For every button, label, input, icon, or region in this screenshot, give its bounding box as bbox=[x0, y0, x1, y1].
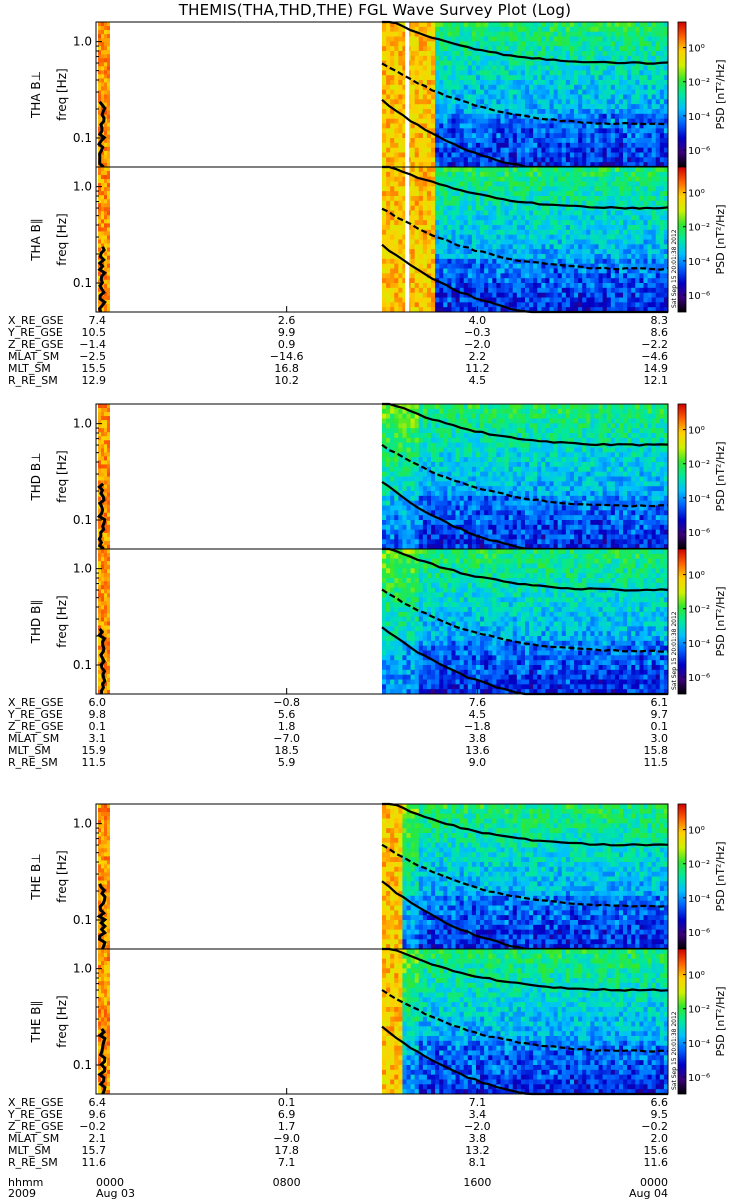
freq-axis-label: freq [Hz] bbox=[55, 213, 69, 265]
spectrogram-panel-the-1 bbox=[96, 949, 668, 1095]
colorbar-tick-label: 10⁻² bbox=[688, 1005, 710, 1016]
freq-tick-label: 0.1 bbox=[73, 658, 92, 672]
colorbar-tick-label: 10⁻⁶ bbox=[688, 528, 710, 539]
spectrogram-panel-thd-1 bbox=[96, 549, 668, 695]
panel-label: THA B⊥ bbox=[29, 71, 43, 119]
date-label: Aug 03 bbox=[96, 1187, 135, 1200]
colorbar-tick-label: 10⁻⁴ bbox=[688, 257, 710, 268]
ephem-value: 7.1 bbox=[278, 1156, 296, 1169]
freq-tick-label: 0.1 bbox=[73, 513, 92, 527]
freq-tick-label: 1.0 bbox=[73, 562, 92, 576]
colorbar-label: PSD [nT²/Hz] bbox=[714, 204, 727, 274]
colorbar-tick-label: 10⁻⁴ bbox=[688, 894, 710, 905]
panel-label: THD B⊥ bbox=[29, 452, 43, 501]
freq-tick-label: 1.0 bbox=[73, 817, 92, 831]
spectrogram-panel-tha-1 bbox=[96, 167, 668, 313]
colorbar bbox=[678, 804, 686, 949]
colorbar-tick-label: 10⁻⁴ bbox=[688, 112, 710, 123]
ephem-value: 11.5 bbox=[82, 756, 107, 769]
freq-axis-label: freq [Hz] bbox=[55, 595, 69, 647]
colorbar-label: PSD [nT²/Hz] bbox=[714, 986, 727, 1056]
freq-axis-label: freq [Hz] bbox=[55, 995, 69, 1047]
ephem-value: 11.5 bbox=[644, 756, 669, 769]
freq-axis-label: freq [Hz] bbox=[55, 850, 69, 902]
freq-tick-label: 0.1 bbox=[73, 913, 92, 927]
colorbar-tick-label: 10⁻⁴ bbox=[688, 1039, 710, 1050]
colorbar-tick-label: 10⁻² bbox=[688, 460, 710, 471]
colorbar-tick-label: 10⁻⁴ bbox=[688, 494, 710, 505]
colorbar-tick-label: 10⁻² bbox=[688, 605, 710, 616]
panel-label: THE B∥ bbox=[29, 1001, 43, 1044]
timestamp-stamp: Sat Sep 15 20:01:38 2012 bbox=[671, 1011, 678, 1090]
colorbar-tick-label: 10⁻⁴ bbox=[688, 639, 710, 650]
spectrogram-panel-tha-0 bbox=[96, 22, 668, 168]
freq-tick-label: 1.0 bbox=[73, 962, 92, 976]
colorbar-label: PSD [nT²/Hz] bbox=[714, 586, 727, 656]
ephem-row-label: R_RE_SM bbox=[8, 374, 58, 387]
ephem-row-label: R_RE_SM bbox=[8, 756, 58, 769]
freq-axis-label: freq [Hz] bbox=[55, 68, 69, 120]
colorbar-tick-label: 10⁰ bbox=[688, 571, 705, 582]
timestamp-stamp: Sat Sep 15 20:01:38 2012 bbox=[671, 229, 678, 308]
year-label: 2009 bbox=[8, 1187, 36, 1200]
ephem-value: 9.0 bbox=[469, 756, 487, 769]
freq-tick-label: 1.0 bbox=[73, 35, 92, 49]
freq-tick-label: 0.1 bbox=[73, 276, 92, 290]
colorbar bbox=[678, 949, 686, 1094]
freq-tick-label: 0.1 bbox=[73, 131, 92, 145]
colorbar-tick-label: 10⁰ bbox=[688, 971, 705, 982]
colorbar bbox=[678, 404, 686, 549]
ephem-row-label: R_RE_SM bbox=[8, 1156, 58, 1169]
time-tick-label: 0800 bbox=[273, 1176, 301, 1189]
spectrogram-panel-the-0 bbox=[96, 804, 668, 950]
ephem-value: 11.6 bbox=[82, 1156, 107, 1169]
panel-label: THA B∥ bbox=[29, 218, 43, 262]
ephem-value: 12.9 bbox=[82, 374, 107, 387]
spectrogram-panel-thd-0 bbox=[96, 404, 668, 550]
colorbar bbox=[678, 22, 686, 167]
colorbar-tick-label: 10⁻⁶ bbox=[688, 673, 710, 684]
colorbar-tick-label: 10⁰ bbox=[688, 189, 705, 200]
panel-label: THE B⊥ bbox=[29, 853, 43, 900]
colorbar-tick-label: 10⁻² bbox=[688, 78, 710, 89]
freq-axis-label: freq [Hz] bbox=[55, 450, 69, 502]
ephem-value: 11.6 bbox=[644, 1156, 669, 1169]
freq-tick-label: 1.0 bbox=[73, 180, 92, 194]
freq-tick-label: 1.0 bbox=[73, 417, 92, 431]
time-tick-label: 1600 bbox=[463, 1176, 491, 1189]
colorbar-tick-label: 10⁻² bbox=[688, 860, 710, 871]
colorbar-tick-label: 10⁰ bbox=[688, 426, 705, 437]
date-label: Aug 04 bbox=[629, 1187, 668, 1200]
timestamp-stamp: Sat Sep 15 20:01:38 2012 bbox=[671, 611, 678, 690]
colorbar-tick-label: 10⁰ bbox=[688, 44, 705, 55]
ephem-value: 10.2 bbox=[274, 374, 299, 387]
panel-label: THD B∥ bbox=[29, 600, 43, 645]
colorbar-tick-label: 10⁰ bbox=[688, 826, 705, 837]
ephem-value: 12.1 bbox=[644, 374, 669, 387]
colorbar bbox=[678, 167, 686, 312]
colorbar-tick-label: 10⁻⁶ bbox=[688, 291, 710, 302]
colorbar-label: PSD [nT²/Hz] bbox=[714, 59, 727, 129]
ephem-value: 8.1 bbox=[469, 1156, 487, 1169]
ephem-value: 4.5 bbox=[469, 374, 487, 387]
ephem-value: 5.9 bbox=[278, 756, 296, 769]
colorbar bbox=[678, 549, 686, 694]
freq-tick-label: 0.1 bbox=[73, 1058, 92, 1072]
colorbar-tick-label: 10⁻⁶ bbox=[688, 146, 710, 157]
colorbar-label: PSD [nT²/Hz] bbox=[714, 841, 727, 911]
colorbar-label: PSD [nT²/Hz] bbox=[714, 441, 727, 511]
colorbar-tick-label: 10⁻⁶ bbox=[688, 1073, 710, 1084]
colorbar-tick-label: 10⁻⁶ bbox=[688, 928, 710, 939]
colorbar-tick-label: 10⁻² bbox=[688, 223, 710, 234]
